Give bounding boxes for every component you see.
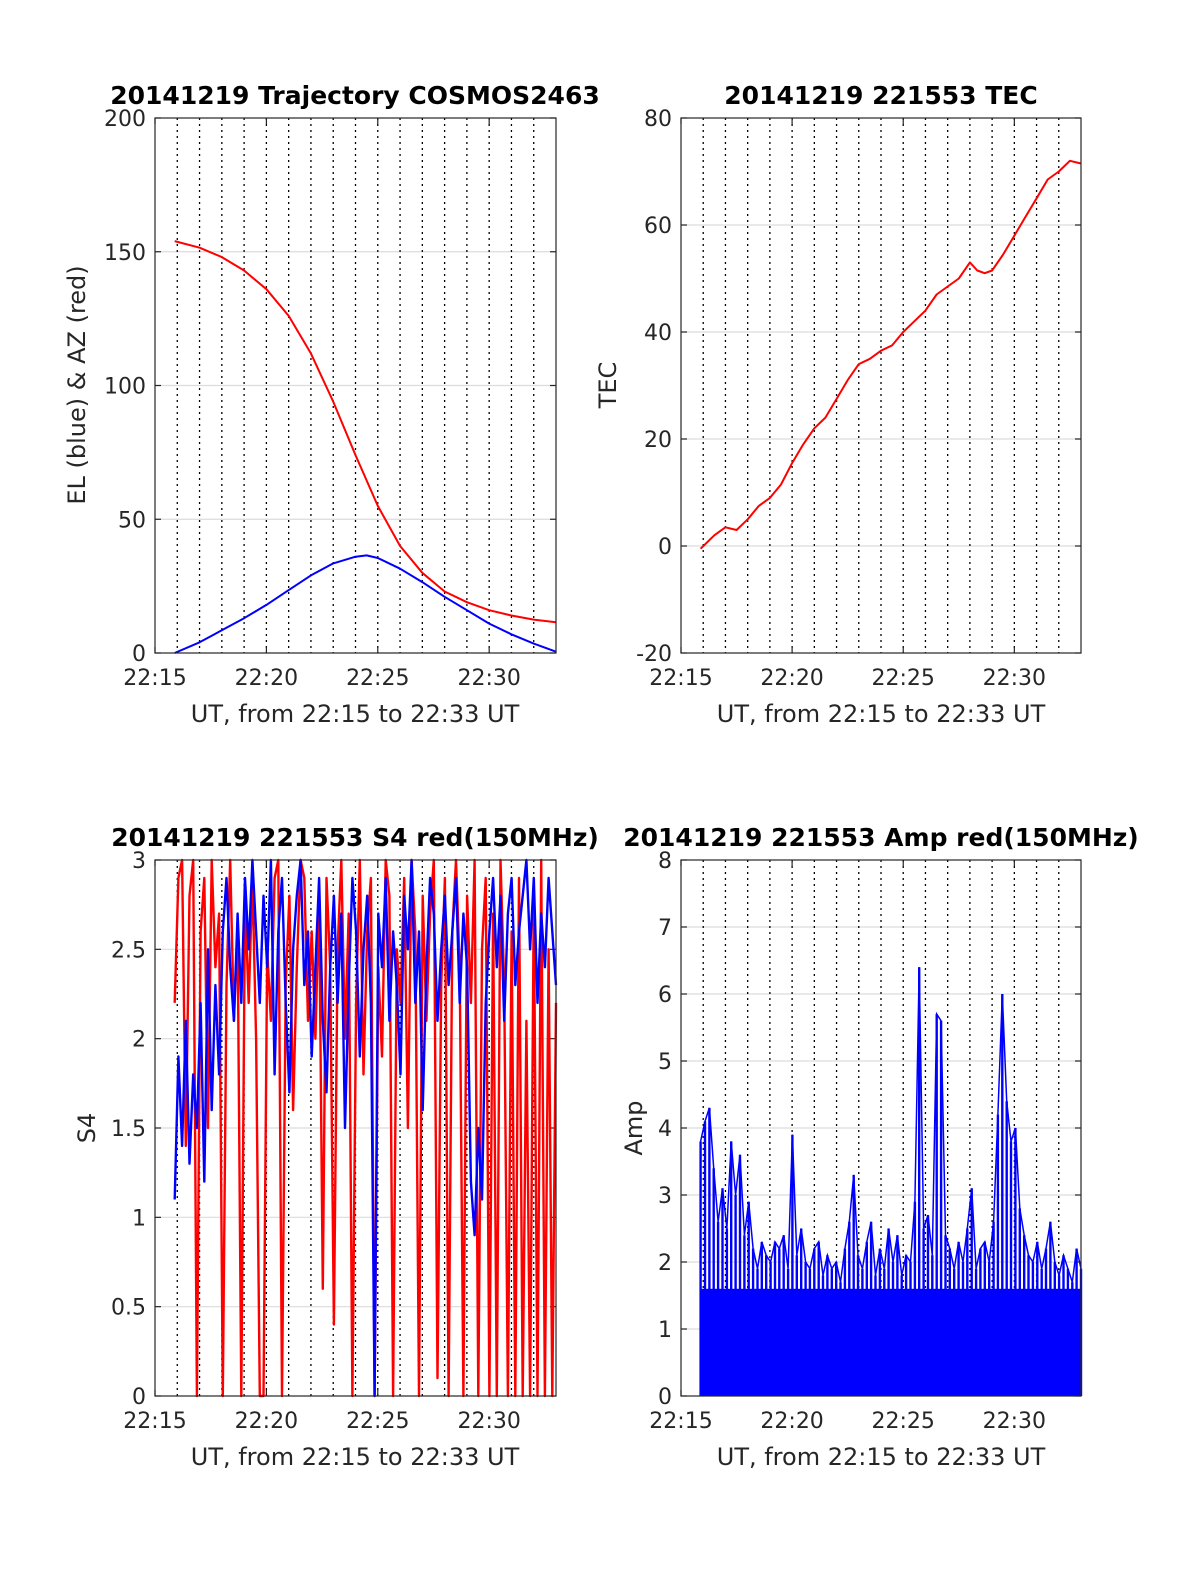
y-axis-label: Amp (620, 1100, 648, 1155)
axes-frame (154, 117, 557, 654)
y-tick-label: 100 (104, 375, 146, 400)
s4-panel: 20141219 221553 S4 red(150MHz) UT, from … (73, 823, 599, 1471)
series-line (699, 967, 1083, 1396)
series-line (173, 858, 558, 1398)
x-tick-label: 22:20 (235, 1409, 298, 1434)
y-tick-label: 2 (658, 1251, 672, 1276)
x-axis-label: UT, from 22:15 to 22:33 UT (717, 1443, 1046, 1471)
y-tick-label: 0 (132, 642, 146, 667)
chart-title: 20141219 221553 S4 red(150MHz) (111, 823, 599, 852)
y-tick-label: 5 (658, 1050, 672, 1075)
y-axis-label: EL (blue) & AZ (red) (63, 265, 91, 504)
chart-title: 20141219 221553 TEC (724, 81, 1037, 110)
axes-frame (154, 859, 557, 1397)
x-tick-label: 22:15 (123, 1409, 186, 1434)
tec-panel: 20141219 221553 TEC UT, from 22:15 to 22… (594, 81, 1082, 728)
y-tick-label: 3 (658, 1184, 672, 1209)
amp-panel: 20141219 221553 Amp red(150MHz) UT, from… (620, 823, 1139, 1471)
y-tick-label: 6 (658, 983, 672, 1008)
y-tick-label: 150 (104, 241, 146, 266)
y-tick-label: 1 (132, 1206, 146, 1231)
chart-title: 20141219 221553 Amp red(150MHz) (623, 823, 1139, 852)
x-tick-label: 22:25 (872, 1409, 935, 1434)
x-tick-label: 22:20 (235, 666, 298, 691)
y-tick-label: 2.5 (111, 938, 146, 963)
y-tick-label: 1.5 (111, 1117, 146, 1142)
series-line (173, 858, 558, 1398)
y-tick-label: 0.5 (111, 1296, 146, 1321)
amp-baseline-band (700, 1288, 1081, 1396)
y-tick-label: 1 (658, 1318, 672, 1343)
y-tick-label: 7 (658, 916, 672, 941)
x-tick-label: 22:15 (649, 666, 712, 691)
x-tick-label: 22:30 (457, 666, 520, 691)
x-tick-label: 22:20 (760, 666, 823, 691)
y-tick-label: 0 (658, 535, 672, 560)
x-axis-label: UT, from 22:15 to 22:33 UT (717, 700, 1046, 728)
series-outline (699, 967, 1082, 1283)
y-tick-label: -20 (636, 642, 672, 667)
y-axis-label: TEC (594, 362, 622, 410)
x-axis-label: UT, from 22:15 to 22:33 UT (191, 1443, 520, 1471)
y-tick-label: 20 (644, 428, 672, 453)
x-tick-label: 22:25 (872, 666, 935, 691)
y-tick-label: 0 (132, 1385, 146, 1410)
series-line (699, 159, 1082, 550)
trajectory-panel: 20141219 Trajectory COSMOS2463 UT, from … (63, 81, 600, 728)
y-axis-label: S4 (73, 1113, 101, 1144)
y-tick-label: 2 (132, 1028, 146, 1053)
x-tick-label: 22:30 (457, 1409, 520, 1434)
y-tick-label: 40 (644, 321, 672, 346)
y-tick-label: 0 (658, 1385, 672, 1410)
axes-frame (680, 859, 1082, 1397)
y-tick-label: 8 (658, 849, 672, 874)
x-tick-label: 22:25 (346, 1409, 409, 1434)
y-tick-label: 200 (104, 107, 146, 132)
x-tick-label: 22:25 (346, 666, 409, 691)
y-tick-label: 50 (118, 508, 146, 533)
axes-frame (680, 117, 1082, 654)
series-line (174, 240, 557, 624)
x-tick-label: 22:30 (983, 666, 1046, 691)
x-tick-label: 22:15 (123, 666, 186, 691)
x-tick-label: 22:30 (983, 1409, 1046, 1434)
y-tick-label: 4 (658, 1117, 672, 1142)
x-tick-label: 22:20 (760, 1409, 823, 1434)
series-line (174, 554, 557, 654)
x-tick-label: 22:15 (649, 1409, 712, 1434)
chart-title: 20141219 Trajectory COSMOS2463 (110, 81, 600, 110)
y-tick-label: 80 (644, 107, 672, 132)
y-tick-label: 3 (132, 849, 146, 874)
x-axis-label: UT, from 22:15 to 22:33 UT (191, 700, 520, 728)
y-tick-label: 60 (644, 214, 672, 239)
